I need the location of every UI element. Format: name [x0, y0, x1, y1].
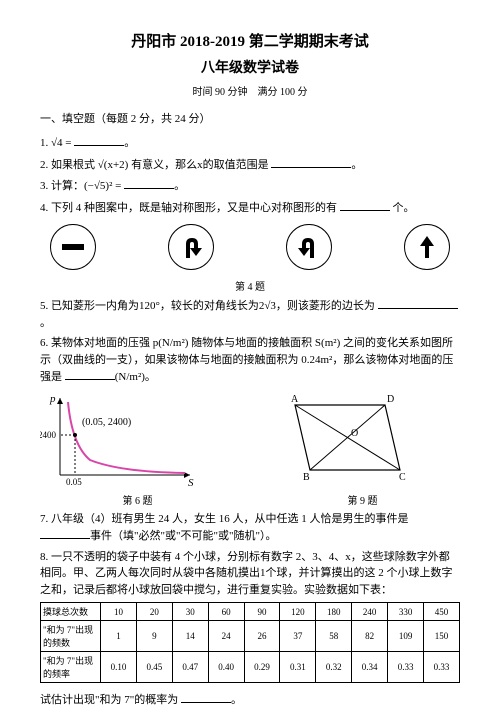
minus-icon: [50, 224, 96, 270]
svg-text:S: S: [188, 477, 194, 489]
chart-6: p S (0.05, 2400) 2400 0.05 第 6 题: [40, 390, 235, 507]
question-5: 5. 已知菱形一内角为120°，较长的对角线长为2√3，则该菱形的边长为 。: [40, 297, 460, 331]
q4-icons: [40, 224, 460, 270]
table-row: "和为 7"出现的频率0.100.450.470.400.290.310.320…: [41, 652, 460, 683]
svg-text:2400: 2400: [40, 430, 57, 440]
page-title: 丹阳市 2018-2019 第二学期期末考试: [40, 30, 460, 51]
data-table: 摸球总次数1020306090120180240330450 "和为 7"出现的…: [40, 602, 460, 683]
svg-text:p: p: [49, 393, 56, 405]
chart-9: A D B C O 第 9 题: [265, 390, 460, 507]
u-turn-left-icon: [286, 224, 332, 270]
svg-text:B: B: [303, 472, 310, 483]
question-2: 2. 如果根式 √(x+2) 有意义，那么x的取值范围是 。: [40, 156, 460, 174]
page-subtitle: 八年级数学试卷: [40, 57, 460, 77]
svg-text:C: C: [399, 472, 406, 483]
svg-text:A: A: [291, 394, 299, 405]
question-3: 3. 计算：(−√5)² = 。: [40, 177, 460, 195]
svg-text:0.05: 0.05: [66, 477, 82, 487]
section-heading: 一、填空题（每题 2 分，共 24 分）: [40, 110, 460, 126]
exam-info: 时间 90 分钟 满分 100 分: [40, 83, 460, 98]
question-8: 8. 一只不透明的袋子中装有 4 个小球，分别标有数字 2、3、4、x，这些球除…: [40, 549, 460, 599]
question-7: 7. 八年级（4）班有男生 24 人，女生 16 人，从中任选 1 人恰是男生的…: [40, 511, 460, 545]
q4-caption: 第 4 题: [40, 278, 460, 293]
table-row: "和为 7"出现的频数19142426375882109150: [41, 621, 460, 652]
u-turn-right-icon: [168, 224, 214, 270]
question-4: 4. 下列 4 种图案中，既是轴对称图形，又是中心对称图形的有 个。: [40, 199, 460, 217]
question-1: 1. √4 = 。: [40, 134, 460, 152]
svg-text:(0.05, 2400): (0.05, 2400): [82, 417, 131, 428]
table-row: 摸球总次数1020306090120180240330450: [41, 603, 460, 621]
svg-text:O: O: [351, 428, 358, 439]
arrow-up-icon: [404, 224, 450, 270]
svg-text:D: D: [387, 394, 394, 405]
question-6: 6. 某物体对地面的压强 p(N/m²) 随物体与地面的接触面积 S(m²) 之…: [40, 335, 460, 386]
footer-question: 试估计出现"和为 7"的概率为 。: [40, 691, 460, 709]
